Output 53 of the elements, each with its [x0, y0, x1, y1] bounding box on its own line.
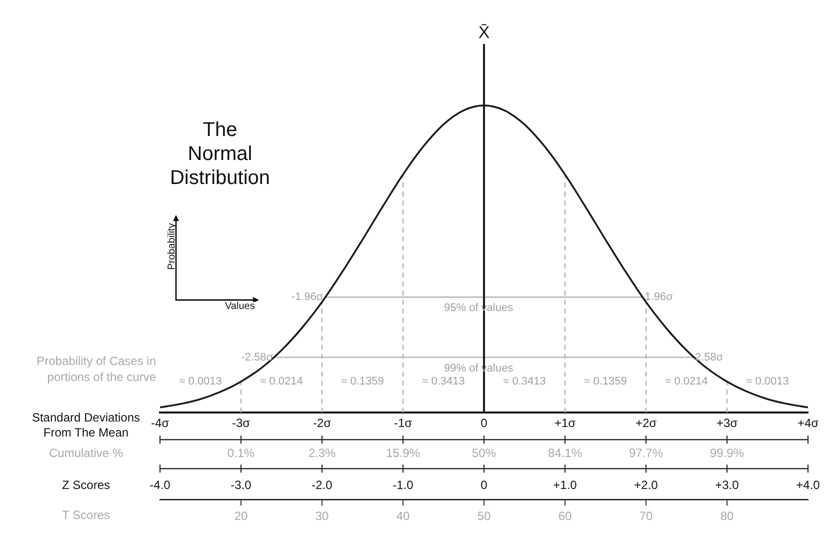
x2-tick-label: 70 [639, 509, 653, 524]
text: 15.9% [386, 446, 420, 460]
annotation: ≈ 0.0013 [746, 376, 789, 388]
x-tick-label: +1σ [554, 416, 576, 430]
x2-tick-label: 20 [234, 509, 248, 524]
annotation: ≈ 0.0214 [260, 376, 303, 388]
text: The Normal Distribution [168, 118, 272, 190]
text: 0 [480, 478, 488, 492]
text: Z Scores [62, 478, 110, 492]
x-tick-label: +2σ [635, 416, 658, 430]
text: 99.9% [710, 446, 744, 460]
text: +1.0 [553, 478, 578, 492]
x2-tick-label: 60 [558, 509, 572, 524]
x-tick-label: +3σ [716, 416, 738, 430]
x2-axis-title: T Scores [62, 508, 110, 522]
annotation: 1.96σ [644, 291, 674, 304]
text: -2.0 [312, 478, 333, 492]
annotation: ≈ 0.3413 [422, 376, 465, 388]
text: Probability of Cases in portions of the curve [36, 353, 156, 385]
text: +4.0 [796, 478, 820, 492]
text: 50% [472, 446, 496, 460]
text: +3.0 [715, 478, 740, 492]
x-tick-label: 0 [480, 416, 488, 430]
text: 0.1% [227, 446, 255, 460]
x-tick-label: +4σ [797, 416, 820, 430]
text: 97.7% [628, 446, 664, 460]
y-axis-title: Probability [166, 222, 178, 272]
x2-tick-label: 80 [720, 509, 734, 524]
annotation: ≈ 0.1359 [584, 376, 627, 388]
x2-tick-label: 40 [396, 509, 410, 524]
annotation: 2.58σ [694, 351, 724, 364]
x2-tick-label: 30 [315, 509, 329, 524]
x-tick-label: -3σ [232, 416, 251, 430]
ref-line-label: X̄ [478, 23, 490, 42]
text: -3.0 [230, 478, 252, 492]
annotation: ≈ 0.0013 [179, 376, 222, 388]
annotation: ≈ 0.3413 [503, 376, 546, 388]
x-tick-label: -4σ [150, 416, 170, 430]
x-axis-title: Standard Deviations From The Mean [32, 410, 140, 440]
annotation: -2.58σ [241, 351, 274, 364]
text: Cumulative % [48, 446, 124, 460]
text: -4.0 [150, 478, 171, 492]
text: +2.0 [634, 478, 658, 492]
annotation: Values [225, 301, 255, 312]
x2-tick-label: 50 [477, 509, 491, 524]
text: 2.3% [308, 446, 336, 460]
annotation: ≈ 0.1359 [341, 376, 384, 388]
x-tick-label: -1σ [394, 416, 413, 430]
text: 84.1% [548, 446, 582, 460]
text: -1.0 [392, 478, 414, 492]
annotation: -1.96σ [291, 291, 324, 304]
annotation: ≈ 0.0214 [665, 376, 708, 388]
x-tick-label: -2σ [312, 416, 332, 430]
